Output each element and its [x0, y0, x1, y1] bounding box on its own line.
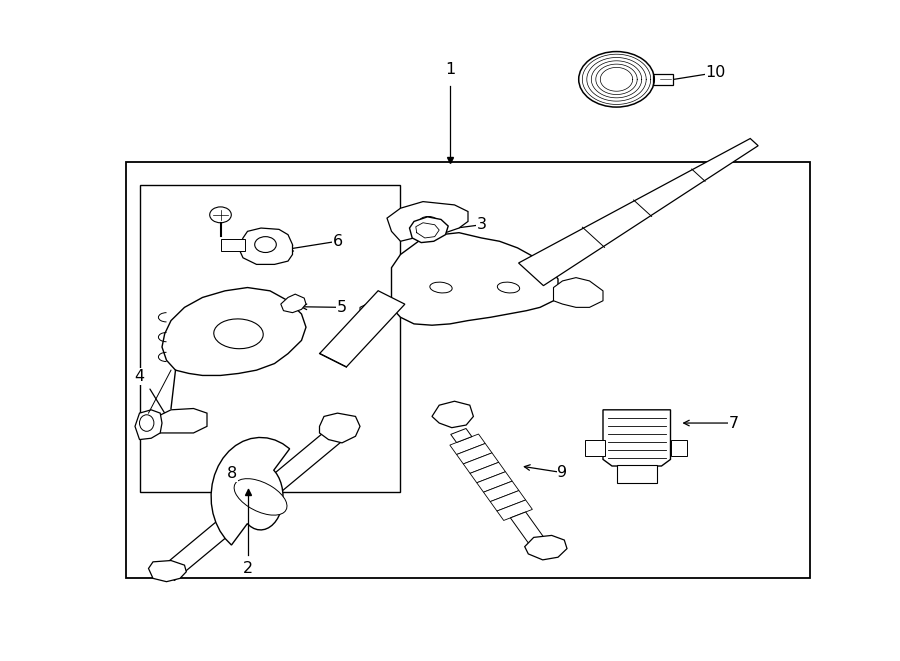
Text: 6: 6	[332, 234, 343, 249]
Ellipse shape	[140, 415, 154, 432]
Polygon shape	[477, 472, 512, 492]
Text: 5: 5	[337, 300, 347, 315]
Polygon shape	[483, 481, 519, 502]
Bar	[126, 162, 810, 578]
Text: 9: 9	[557, 465, 568, 480]
Text: 2: 2	[242, 561, 253, 576]
Ellipse shape	[430, 282, 452, 293]
Polygon shape	[162, 288, 306, 375]
Polygon shape	[135, 410, 162, 440]
Text: 3: 3	[476, 217, 487, 232]
Text: 8: 8	[227, 467, 238, 481]
Polygon shape	[451, 428, 472, 442]
Polygon shape	[374, 301, 392, 330]
Polygon shape	[281, 294, 306, 313]
Polygon shape	[518, 139, 758, 286]
Polygon shape	[158, 408, 207, 433]
Polygon shape	[148, 561, 186, 582]
Text: 10: 10	[706, 65, 725, 80]
Polygon shape	[212, 438, 290, 545]
Circle shape	[210, 207, 231, 223]
Ellipse shape	[234, 479, 287, 515]
Polygon shape	[450, 434, 485, 455]
Text: 1: 1	[445, 62, 455, 77]
Polygon shape	[238, 228, 292, 264]
Text: 4: 4	[134, 369, 145, 384]
Ellipse shape	[419, 217, 437, 226]
Text: 7: 7	[728, 416, 739, 430]
Polygon shape	[510, 512, 544, 543]
Bar	[670, 440, 687, 456]
Polygon shape	[456, 444, 492, 464]
Bar	[585, 440, 605, 456]
Ellipse shape	[214, 319, 263, 349]
Polygon shape	[320, 291, 405, 367]
Polygon shape	[432, 401, 473, 428]
Polygon shape	[387, 202, 468, 241]
Bar	[220, 239, 245, 251]
Polygon shape	[652, 74, 673, 85]
Polygon shape	[603, 410, 670, 466]
Polygon shape	[525, 535, 567, 560]
Bar	[616, 465, 657, 483]
Bar	[140, 185, 401, 492]
Polygon shape	[491, 490, 526, 511]
Circle shape	[255, 237, 276, 253]
Ellipse shape	[498, 282, 519, 293]
Polygon shape	[158, 428, 346, 580]
Polygon shape	[360, 301, 373, 321]
Polygon shape	[392, 233, 558, 325]
Polygon shape	[320, 413, 360, 443]
Polygon shape	[554, 278, 603, 307]
Polygon shape	[497, 500, 533, 520]
Polygon shape	[410, 217, 448, 243]
Polygon shape	[470, 462, 506, 483]
Polygon shape	[464, 453, 499, 473]
